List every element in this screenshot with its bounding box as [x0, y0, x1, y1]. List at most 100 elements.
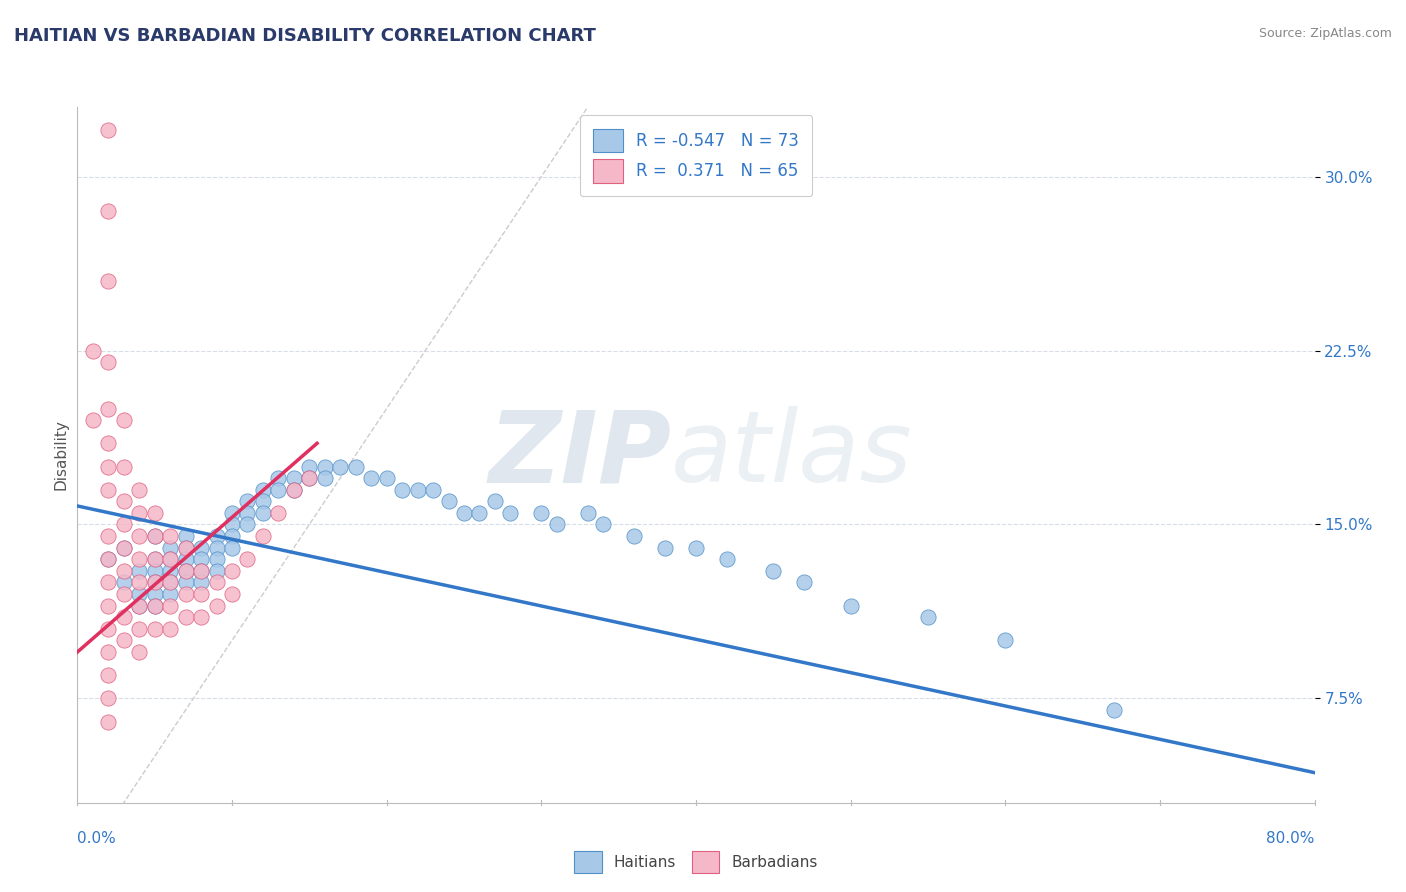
Point — [159, 552, 181, 566]
Point — [128, 645, 150, 659]
Point — [592, 517, 614, 532]
Text: ZIP: ZIP — [488, 407, 671, 503]
Point — [530, 506, 553, 520]
Point — [422, 483, 444, 497]
Point — [112, 541, 135, 555]
Point — [128, 483, 150, 497]
Point — [143, 552, 166, 566]
Point — [97, 355, 120, 369]
Point — [174, 564, 197, 578]
Point — [128, 599, 150, 613]
Point — [314, 459, 336, 474]
Point — [298, 471, 321, 485]
Point — [839, 599, 862, 613]
Point — [437, 494, 460, 508]
Point — [143, 564, 166, 578]
Point — [112, 633, 135, 648]
Point — [97, 599, 120, 613]
Point — [97, 401, 120, 416]
Point — [221, 517, 243, 532]
Point — [159, 575, 181, 590]
Point — [468, 506, 491, 520]
Point — [97, 552, 120, 566]
Point — [499, 506, 522, 520]
Point — [159, 552, 181, 566]
Point — [205, 552, 228, 566]
Point — [174, 587, 197, 601]
Legend: Haitians, Barbadians: Haitians, Barbadians — [568, 845, 824, 879]
Point — [205, 575, 228, 590]
Point — [344, 459, 367, 474]
Point — [97, 436, 120, 450]
Point — [762, 564, 785, 578]
Point — [97, 575, 120, 590]
Point — [112, 541, 135, 555]
Point — [97, 552, 120, 566]
Point — [205, 564, 228, 578]
Point — [283, 483, 305, 497]
Point — [917, 610, 939, 624]
Point — [128, 506, 150, 520]
Point — [205, 541, 228, 555]
Point — [159, 622, 181, 636]
Point — [793, 575, 815, 590]
Point — [205, 529, 228, 543]
Point — [97, 274, 120, 288]
Point — [252, 529, 274, 543]
Point — [97, 123, 120, 137]
Point — [112, 459, 135, 474]
Point — [97, 714, 120, 729]
Point — [190, 552, 212, 566]
Point — [236, 494, 259, 508]
Point — [143, 529, 166, 543]
Point — [252, 506, 274, 520]
Point — [546, 517, 568, 532]
Point — [267, 506, 290, 520]
Point — [128, 622, 150, 636]
Point — [298, 471, 321, 485]
Point — [283, 471, 305, 485]
Point — [143, 506, 166, 520]
Text: Source: ZipAtlas.com: Source: ZipAtlas.com — [1258, 27, 1392, 40]
Point — [159, 529, 181, 543]
Point — [314, 471, 336, 485]
Point — [159, 541, 181, 555]
Text: 0.0%: 0.0% — [77, 831, 117, 846]
Point — [112, 413, 135, 427]
Point — [174, 541, 197, 555]
Point — [159, 575, 181, 590]
Point — [128, 575, 150, 590]
Point — [143, 622, 166, 636]
Point — [143, 529, 166, 543]
Point — [112, 517, 135, 532]
Point — [576, 506, 599, 520]
Point — [190, 564, 212, 578]
Point — [716, 552, 738, 566]
Point — [623, 529, 645, 543]
Point — [484, 494, 506, 508]
Point — [174, 529, 197, 543]
Point — [236, 517, 259, 532]
Point — [174, 541, 197, 555]
Point — [236, 552, 259, 566]
Point — [112, 564, 135, 578]
Point — [205, 599, 228, 613]
Point — [283, 483, 305, 497]
Point — [128, 599, 150, 613]
Point — [143, 599, 166, 613]
Point — [128, 529, 150, 543]
Point — [112, 494, 135, 508]
Point — [190, 575, 212, 590]
Point — [190, 610, 212, 624]
Point — [97, 622, 120, 636]
Point — [82, 343, 104, 358]
Point — [994, 633, 1017, 648]
Point — [221, 506, 243, 520]
Point — [221, 587, 243, 601]
Point — [406, 483, 429, 497]
Point — [252, 483, 274, 497]
Point — [97, 645, 120, 659]
Point — [97, 459, 120, 474]
Point — [174, 575, 197, 590]
Point — [159, 587, 181, 601]
